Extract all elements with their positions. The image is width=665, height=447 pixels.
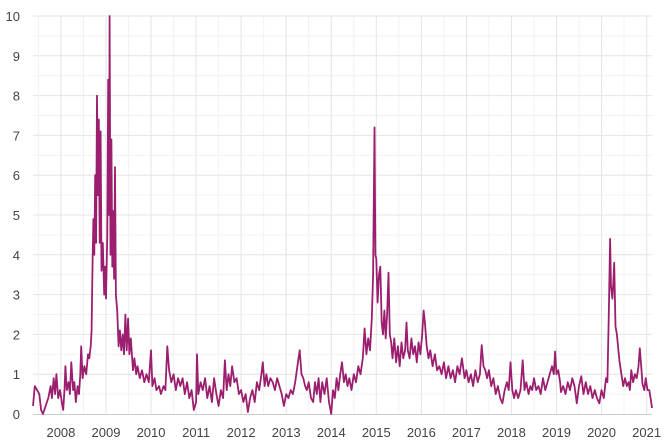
x-tick-label: 2016 (407, 425, 436, 440)
y-tick-label: 6 (13, 168, 20, 183)
x-tick-label: 2008 (46, 425, 75, 440)
x-tick-label: 2010 (137, 425, 166, 440)
x-tick-label: 2021 (632, 425, 661, 440)
y-tick-label: 5 (13, 208, 20, 223)
x-tick-label: 2017 (452, 425, 481, 440)
x-tick-label: 2009 (92, 425, 121, 440)
grid (33, 15, 652, 414)
y-tick-label: 8 (13, 89, 20, 104)
series-line (32, 15, 653, 415)
x-tick-label: 2014 (317, 425, 346, 440)
y-tick-label: 3 (13, 288, 20, 303)
y-axis-ticks: 0 1 2 3 4 5 6 7 8 9 10 (6, 9, 20, 422)
y-tick-label: 10 (6, 9, 20, 24)
y-tick-label: 1 (13, 367, 20, 382)
x-tick-label: 2018 (497, 425, 526, 440)
x-axis-ticks: 2008 2009 2010 2011 2012 2013 2014 2015 2016 2017… (46, 425, 661, 440)
x-tick-label: 2015 (362, 425, 391, 440)
x-tick-label: 2012 (227, 425, 256, 440)
x-tick-label: 2020 (587, 425, 616, 440)
y-tick-label: 4 (13, 248, 20, 263)
x-tick-label: 2013 (272, 425, 301, 440)
y-tick-label: 0 (13, 407, 20, 422)
x-tick-label: 2011 (182, 425, 210, 440)
y-tick-label: 9 (13, 49, 20, 64)
y-tick-label: 7 (13, 128, 20, 143)
x-tick-label: 2019 (542, 425, 571, 440)
y-tick-label: 2 (13, 327, 20, 342)
